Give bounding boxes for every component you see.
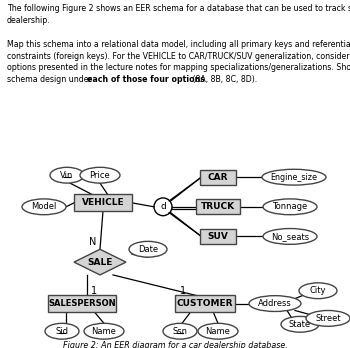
Polygon shape: [74, 249, 126, 275]
Text: Name: Name: [205, 327, 230, 336]
Text: Street: Street: [315, 314, 341, 323]
Text: TRUCK: TRUCK: [201, 202, 235, 211]
FancyBboxPatch shape: [175, 295, 235, 312]
Text: Name: Name: [92, 327, 117, 336]
Ellipse shape: [84, 323, 124, 339]
Ellipse shape: [299, 283, 337, 299]
Ellipse shape: [50, 167, 84, 183]
Ellipse shape: [262, 169, 326, 185]
Text: each of those four options: each of those four options: [87, 75, 205, 84]
Text: Date: Date: [138, 245, 158, 254]
Text: options presented in the lecture notes for mapping specializations/generalizatio: options presented in the lecture notes f…: [7, 63, 350, 72]
Text: 1: 1: [180, 286, 186, 296]
FancyBboxPatch shape: [200, 170, 236, 184]
FancyBboxPatch shape: [48, 295, 116, 312]
Ellipse shape: [198, 323, 238, 339]
Text: Tonnage: Tonnage: [272, 202, 308, 211]
Ellipse shape: [263, 199, 317, 215]
Text: SALE: SALE: [87, 258, 113, 267]
Text: Map this schema into a relational data model, including all primary keys and ref: Map this schema into a relational data m…: [7, 40, 350, 49]
Text: City: City: [310, 286, 326, 295]
Text: The following Figure 2 shows an EER schema for a database that can be used to tr: The following Figure 2 shows an EER sche…: [7, 4, 350, 13]
Ellipse shape: [263, 229, 317, 244]
Ellipse shape: [22, 199, 66, 215]
Text: CAR: CAR: [208, 173, 228, 182]
Ellipse shape: [80, 167, 120, 183]
Ellipse shape: [163, 323, 197, 339]
Text: SUV: SUV: [208, 232, 229, 241]
FancyBboxPatch shape: [74, 195, 132, 211]
Text: N: N: [89, 237, 97, 247]
Text: Model: Model: [31, 202, 57, 211]
Text: Address: Address: [258, 299, 292, 308]
Text: 1: 1: [91, 286, 97, 296]
Text: State: State: [289, 320, 311, 329]
Text: Ssn: Ssn: [173, 327, 188, 336]
Ellipse shape: [281, 316, 319, 332]
Text: Engine_size: Engine_size: [271, 173, 317, 182]
Text: schema design under: schema design under: [7, 75, 94, 84]
Text: SALESPERSON: SALESPERSON: [48, 299, 116, 308]
Ellipse shape: [249, 296, 301, 311]
Text: Figure 2: An EER diagram for a car dealership database.: Figure 2: An EER diagram for a car deale…: [63, 341, 287, 348]
Text: No_seats: No_seats: [271, 232, 309, 241]
Ellipse shape: [45, 323, 79, 339]
Text: dealership.: dealership.: [7, 16, 51, 25]
Text: VEHICLE: VEHICLE: [82, 198, 124, 207]
Text: Vin: Vin: [60, 171, 74, 180]
Text: Price: Price: [90, 171, 110, 180]
Ellipse shape: [306, 310, 350, 326]
FancyBboxPatch shape: [196, 199, 240, 214]
Text: (8A, 8B, 8C, 8D).: (8A, 8B, 8C, 8D).: [190, 75, 258, 84]
Text: Sid: Sid: [56, 327, 69, 336]
Text: d: d: [160, 202, 166, 211]
Ellipse shape: [129, 242, 167, 257]
Text: constraints (foreign keys). For the VEHICLE to CAR/TRUCK/SUV generalization, con: constraints (foreign keys). For the VEHI…: [7, 52, 350, 61]
FancyBboxPatch shape: [200, 229, 236, 244]
Text: CUSTOMER: CUSTOMER: [177, 299, 233, 308]
